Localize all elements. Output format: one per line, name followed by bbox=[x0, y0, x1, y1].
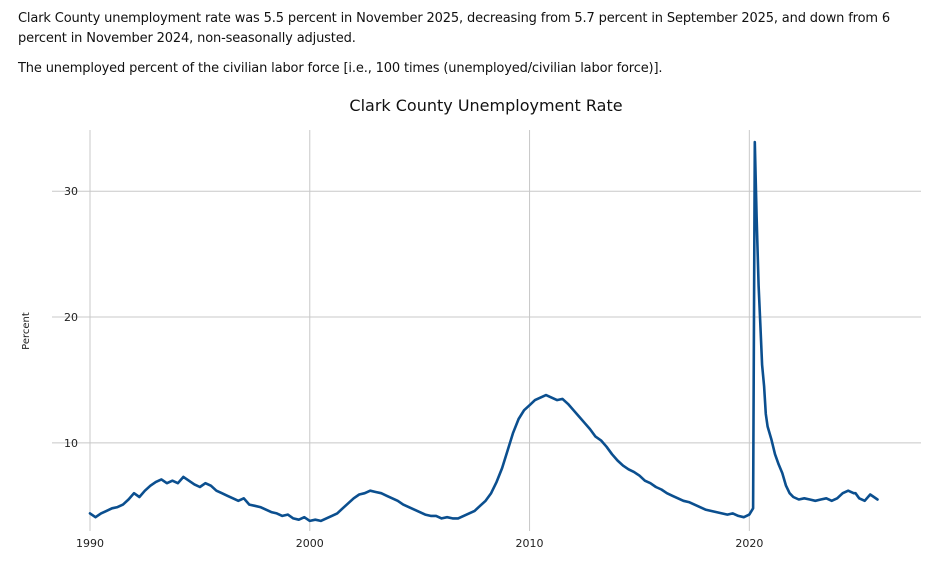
y-tick-label-30: 30 bbox=[64, 185, 78, 198]
series-layer bbox=[88, 140, 879, 523]
summary-line-2: The unemployed percent of the civilian l… bbox=[18, 61, 663, 76]
summary-text: Clark County unemployment rate was 5.5 p… bbox=[18, 9, 928, 89]
grid-layer bbox=[52, 130, 921, 531]
y-tick-label-20: 20 bbox=[64, 311, 78, 324]
x-tick-label-1990: 1990 bbox=[76, 537, 104, 550]
unemployment-rate-line bbox=[88, 140, 879, 523]
x-tick-label-2000: 2000 bbox=[296, 537, 324, 550]
x-tick-label-2020: 2020 bbox=[735, 537, 763, 550]
y-tick-label-10: 10 bbox=[64, 437, 78, 450]
y-axis-title: Percent bbox=[21, 312, 32, 350]
axis-layer: 1990 2000 2010 2020 10 20 30 bbox=[64, 185, 763, 550]
x-tick-label-2010: 2010 bbox=[516, 537, 544, 550]
chart-title: Clark County Unemployment Rate bbox=[349, 96, 622, 115]
summary-line-1: Clark County unemployment rate was 5.5 p… bbox=[18, 11, 891, 46]
